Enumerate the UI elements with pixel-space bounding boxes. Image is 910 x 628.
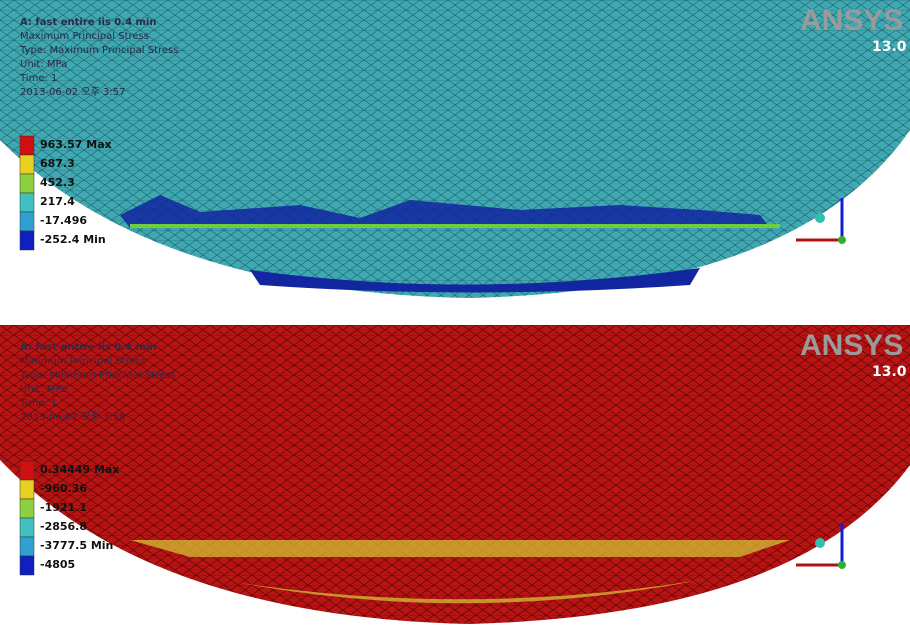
legend-label: -2856.8	[40, 520, 87, 533]
legend-label: -4805	[40, 558, 75, 571]
legend-swatch	[20, 518, 34, 537]
legend-swatch	[20, 480, 34, 499]
legend-label: -252.4 Min	[40, 233, 106, 246]
legend-swatch	[20, 136, 34, 155]
origin	[838, 561, 846, 569]
legend-swatch	[20, 155, 34, 174]
info-line: Type: Minimum Principal Stress	[19, 370, 176, 381]
result-title: A: fast entire iis 0.4 min	[20, 342, 156, 353]
legend-swatch	[20, 537, 34, 556]
legend-label: -960.36	[40, 482, 87, 495]
info-line: Maximum Principal Stress	[20, 31, 149, 42]
legend-label: -17.496	[40, 214, 87, 227]
version: 13.0	[872, 39, 907, 55]
legend-label: 452.3	[40, 176, 75, 189]
legend-label: -1921.1	[40, 501, 87, 514]
legend-swatch	[20, 499, 34, 518]
legend-label: 217.4	[40, 195, 75, 208]
marker	[815, 538, 825, 548]
legend-label: 0.34449 Max	[40, 463, 119, 476]
logo: ANSYS	[800, 4, 903, 37]
screenshot: A: fast entire iis 0.4 min Maximum Princi…	[0, 0, 910, 624]
legend-swatch	[20, 174, 34, 193]
panel: A: fast entire iis 0.4 min Minimum Princi…	[0, 325, 910, 624]
version: 13.0	[872, 364, 907, 380]
panel: A: fast entire iis 0.4 min Maximum Princi…	[0, 0, 910, 298]
origin	[838, 236, 846, 244]
legend-label: 963.57 Max	[40, 138, 112, 151]
info-line: Type: Maximum Principal Stress	[19, 45, 179, 56]
info-line: Unit: MPa	[20, 59, 67, 70]
info-line: Unit: MPa	[20, 384, 67, 395]
result-title: A: fast entire iis 0.4 min	[20, 17, 156, 28]
legend-label: 687.3	[40, 157, 75, 170]
legend-label: -3777.5 Min	[40, 539, 113, 552]
legend-swatch	[20, 193, 34, 212]
info-line: 2013-06-02 오후 3:58	[20, 411, 125, 423]
logo: ANSYS	[800, 329, 903, 362]
legend-swatch	[20, 461, 34, 480]
info-line: Minimum Principal Stress	[20, 356, 146, 367]
info-line: 2013-06-02 오후 3:57	[20, 86, 125, 98]
info-line: Time: 1	[19, 398, 57, 409]
marker	[815, 213, 825, 223]
info-line: Time: 1	[19, 73, 57, 84]
legend-swatch	[20, 556, 34, 575]
legend-swatch	[20, 231, 34, 250]
legend-swatch	[20, 212, 34, 231]
